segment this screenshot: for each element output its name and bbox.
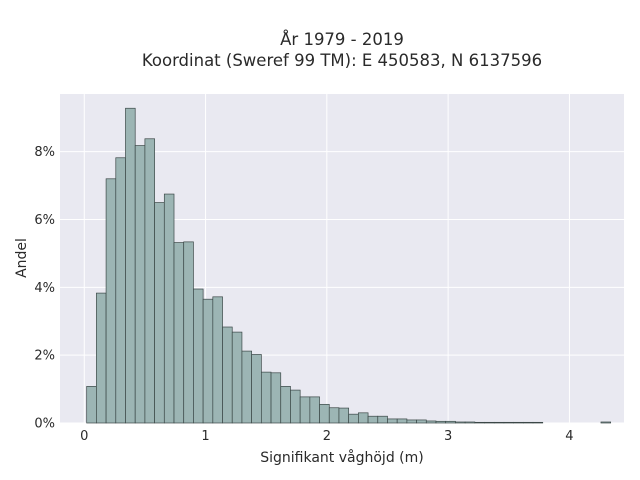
- histogram-bar-19: [270, 372, 282, 424]
- x-axis-ticks: 0 1 2 3 4: [80, 429, 573, 444]
- x-tick-label-2: 2: [323, 429, 331, 444]
- histogram-bar-30: [377, 415, 388, 424]
- histogram-bar-41: [484, 421, 495, 424]
- y-tick-label-3: 6%: [34, 213, 55, 228]
- histogram-bar-11: [193, 288, 204, 424]
- histogram-bar-45: [522, 421, 534, 424]
- histogram-bar-5: [134, 145, 146, 424]
- histogram-bar-10: [183, 241, 194, 424]
- histogram-bars: [86, 107, 612, 424]
- histogram-bar-18: [260, 371, 272, 424]
- histogram-bar-27: [348, 413, 359, 424]
- histogram-bar-42: [493, 421, 505, 424]
- histogram-bar-16: [241, 350, 252, 424]
- histogram-bar-39: [464, 421, 476, 424]
- histogram-bar-4: [125, 107, 136, 424]
- histogram-bar-9: [173, 242, 185, 424]
- histogram-bar-24: [319, 403, 330, 424]
- histogram-bar-3: [115, 157, 126, 424]
- histogram-bar-12: [202, 298, 214, 424]
- histogram-bar-38: [455, 421, 466, 424]
- y-axis-ticks: 0% 2% 4% 6% 8%: [34, 145, 55, 431]
- histogram-bar-7: [154, 202, 165, 424]
- chart-title-line2: Koordinat (Sweref 99 TM): E 450583, N 61…: [142, 51, 542, 70]
- histogram-bar-53: [600, 421, 612, 424]
- histogram-bar-6: [144, 138, 155, 424]
- y-axis-label: Andel: [14, 238, 30, 278]
- x-tick-label-3: 3: [444, 429, 452, 444]
- y-tick-label-1: 2%: [34, 349, 55, 364]
- histogram-bar-13: [212, 296, 223, 424]
- histogram-bar-15: [231, 331, 243, 424]
- histogram-bar-31: [387, 418, 398, 424]
- histogram-bar-29: [367, 415, 379, 424]
- x-tick-label-0: 0: [80, 429, 88, 444]
- histogram-bar-44: [513, 421, 524, 424]
- histogram-bar-22: [299, 396, 311, 424]
- histogram-bar-37: [445, 420, 456, 424]
- histogram-bar-2: [105, 178, 117, 424]
- histogram-bar-28: [358, 412, 369, 424]
- histogram-bar-33: [406, 419, 417, 424]
- histogram-bar-23: [309, 396, 320, 424]
- chart-title-line1: År 1979 - 2019: [280, 30, 404, 49]
- x-tick-label-4: 4: [565, 429, 573, 444]
- x-tick-label-1: 1: [201, 429, 209, 444]
- histogram-bar-26: [338, 407, 350, 424]
- y-tick-label-2: 4%: [34, 281, 55, 296]
- histogram-bar-20: [280, 386, 291, 424]
- histogram-bar-1: [96, 292, 107, 424]
- histogram-bar-46: [532, 421, 544, 424]
- y-tick-label-0: 0%: [34, 417, 55, 432]
- histogram-bar-40: [474, 421, 485, 424]
- histogram-bar-17: [251, 354, 262, 424]
- histogram-bar-21: [290, 389, 301, 424]
- histogram-bar-43: [503, 421, 514, 424]
- histogram-bar-35: [425, 420, 437, 424]
- histogram-bar-0: [86, 386, 97, 424]
- histogram-bar-8: [163, 193, 175, 424]
- histogram-bar-14: [222, 326, 233, 424]
- histogram-bar-36: [435, 420, 447, 424]
- y-tick-label-4: 8%: [34, 145, 55, 160]
- histogram-bar-32: [396, 418, 408, 424]
- histogram-bar-25: [328, 407, 340, 424]
- x-axis-label: Signifikant våghöjd (m): [260, 449, 423, 466]
- histogram-bar-34: [416, 419, 427, 424]
